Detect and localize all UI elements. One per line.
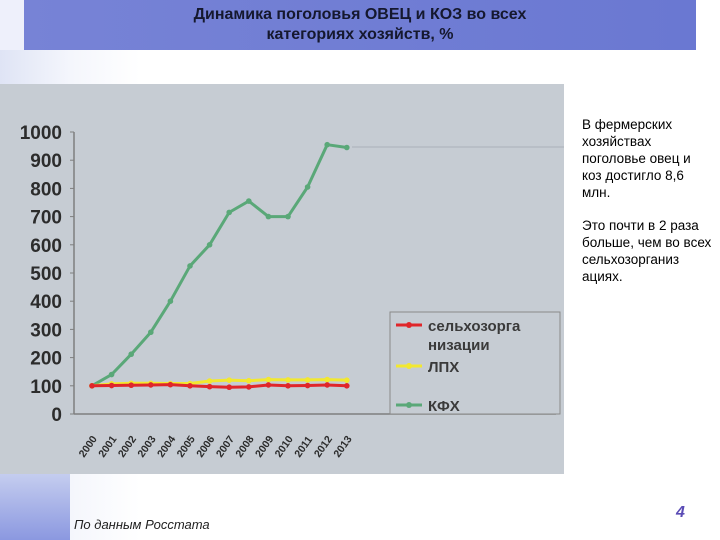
data-point [246, 198, 252, 204]
legend-box [389, 311, 561, 415]
series-line [91, 378, 347, 388]
data-point [108, 371, 115, 378]
data-point [167, 381, 174, 388]
side-commentary: В фермерских хозяйствах поголовье овец и… [582, 116, 714, 301]
y-tick-label: 600 [30, 236, 62, 257]
series-line [91, 383, 347, 389]
x-tick-label: 2008 [233, 434, 256, 460]
slide-title-line1: Динамика поголовья ОВЕЦ и КОЗ во всех [193, 6, 527, 23]
x-tick-label: 2011 [292, 434, 315, 460]
legend-swatch-marker [406, 322, 412, 328]
data-point [265, 376, 272, 383]
y-tick-label: 700 [30, 208, 62, 229]
data-point [265, 382, 272, 388]
data-point [128, 351, 134, 358]
x-tick-label: 2013 [331, 434, 354, 460]
side-paragraph-2: Это почти в 2 раза больше, чем во всех с… [582, 218, 712, 284]
slide-title: Динамика поголовья ОВЕЦ и КОЗ во всех ка… [24, 0, 696, 50]
data-point [187, 383, 193, 389]
data-point [285, 377, 291, 383]
y-tick-label: 900 [30, 151, 62, 172]
data-point [246, 377, 252, 384]
x-axis-ticks: 2000200120022003200420052006200720082009… [77, 434, 355, 460]
y-tick-label: 400 [30, 292, 62, 313]
data-point [344, 377, 350, 383]
source-note: По данным Росстата [74, 517, 210, 532]
page-number: 4 [676, 504, 685, 521]
y-tick-label: 0 [51, 405, 62, 426]
x-tick-label: 2010 [273, 434, 296, 460]
legend-label-agri-orgs-line2: низации [428, 337, 490, 354]
legend-label-kfh: КФХ [428, 398, 460, 415]
legend-swatch-marker [406, 363, 412, 369]
y-tick-label: 100 [30, 377, 62, 398]
y-tick-label: 300 [30, 320, 62, 341]
x-tick-label: 2007 [214, 434, 237, 460]
y-tick-label: 800 [30, 179, 62, 200]
x-tick-label: 2006 [194, 434, 217, 460]
data-point [344, 383, 350, 389]
legend-label-agri-orgs-line1: сельхозорга [428, 318, 521, 335]
x-tick-label: 2002 [116, 434, 139, 460]
legend-label-lph: ЛПХ [428, 359, 459, 376]
x-tick-label: 2003 [135, 434, 158, 460]
x-tick-label: 2004 [155, 434, 178, 460]
data-point [344, 144, 350, 151]
data-point [324, 141, 331, 148]
data-point [285, 383, 291, 389]
y-tick-label: 500 [30, 264, 62, 285]
x-tick-label: 2009 [253, 434, 276, 460]
decorative-strip-bottom [0, 470, 70, 540]
data-point [206, 242, 213, 248]
data-point [304, 184, 311, 190]
data-point [324, 376, 331, 383]
data-point [304, 377, 311, 383]
legend-swatch-marker [406, 402, 412, 408]
x-tick-label: 2001 [96, 434, 119, 460]
y-axis-ticks: 0 100 200 300 400 500 600 700 800 900 1000 [20, 123, 74, 426]
data-point [246, 384, 252, 390]
series-line [91, 143, 348, 388]
data-point [167, 298, 174, 304]
data-point [108, 382, 115, 389]
chart-legend: сельхозорга низации ЛПХ КФХ [389, 311, 561, 415]
data-point [148, 329, 154, 336]
x-tick-label: 2005 [175, 434, 198, 460]
x-tick-label: 2012 [312, 434, 335, 460]
slide-title-line2: категориях хозяйств, % [266, 26, 454, 43]
series-lines [89, 141, 564, 391]
data-point [285, 213, 291, 220]
data-point [226, 209, 232, 216]
data-point [187, 263, 193, 269]
y-tick-label: 1000 [20, 123, 62, 144]
data-point [226, 384, 232, 391]
data-point [148, 382, 154, 388]
side-paragraph-1: В фермерских хозяйствах поголовье овец и… [582, 117, 691, 200]
data-point [304, 382, 311, 389]
data-point [226, 377, 232, 383]
decorative-strip-top [0, 0, 24, 50]
y-tick-label: 200 [30, 349, 62, 370]
x-tick-label: 2000 [77, 434, 100, 460]
data-point [128, 382, 134, 389]
data-point [265, 213, 272, 220]
data-point [324, 382, 331, 388]
data-point [206, 383, 213, 390]
data-point [89, 383, 95, 389]
data-point [206, 378, 213, 384]
